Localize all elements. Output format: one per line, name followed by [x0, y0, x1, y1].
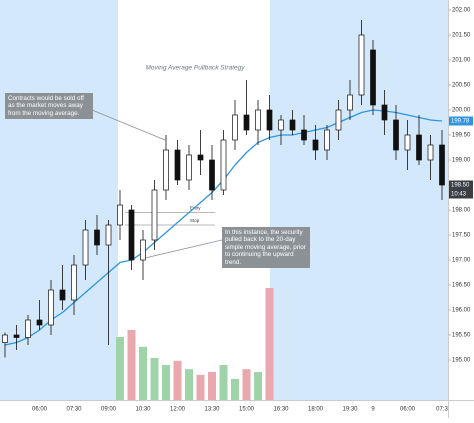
volume-bar [116, 337, 124, 400]
candle-body [232, 114, 238, 141]
y-tick-label: 200.50 [452, 83, 471, 89]
y-tick-label: 199.50 [452, 133, 471, 139]
candle-body [416, 134, 422, 161]
candle-body [347, 94, 353, 111]
candle-body [197, 154, 204, 161]
x-tick-label: 16:30 [273, 407, 289, 413]
candle-body [174, 149, 181, 181]
volume-bar [196, 374, 205, 400]
price-label: 198.50 [451, 183, 470, 189]
candle-body [36, 319, 43, 326]
chart-title: Moving Average Pullback Strategy [146, 65, 246, 72]
x-tick-label: 06:00 [32, 407, 48, 413]
candle-body [278, 119, 284, 131]
candle-body [266, 109, 273, 131]
y-tick-label: 195.00 [452, 358, 471, 364]
y-tick-label: 201.50 [452, 33, 471, 39]
candle-body [105, 224, 112, 246]
y-tick-label: 200.00 [452, 108, 471, 114]
x-tick-label: 07:30 [66, 407, 82, 413]
price-label: 199.78 [451, 119, 470, 125]
candle-body [209, 159, 215, 191]
x-tick-label: 13:30 [204, 407, 220, 413]
candle-body [289, 119, 296, 131]
volume-bar [265, 288, 274, 400]
price-label-box [449, 116, 473, 126]
candle-body [25, 319, 31, 338]
x-tick-label: 18:00 [308, 407, 324, 413]
candle-body [186, 154, 192, 181]
volume-bar [219, 365, 228, 400]
y-tick-label: 195.50 [452, 333, 471, 339]
y-tick-label: 199.00 [452, 158, 471, 164]
volume-bar [162, 365, 170, 400]
volume-bar [150, 358, 159, 400]
candle-body [59, 289, 66, 301]
level-label: Entry [190, 206, 201, 211]
y-tick-label: 201.00 [452, 58, 471, 64]
candle-body [243, 114, 250, 131]
candle-body [82, 229, 89, 266]
candle-body [163, 149, 169, 191]
x-tick-label: 9 [371, 407, 375, 413]
volume-bar [231, 379, 239, 400]
annotation-box: In this instance, the security pulled ba… [222, 227, 310, 269]
annotation-pointer [144, 239, 223, 259]
volume-bar [173, 360, 182, 400]
volume-bar [185, 369, 193, 400]
candle-body [255, 109, 261, 131]
candle-body [358, 34, 365, 96]
countdown: 10:43 [451, 192, 467, 198]
x-tick-label: 10:30 [135, 407, 151, 413]
level-label: Stop [190, 218, 200, 223]
x-tick-label: 07:3 [436, 407, 448, 413]
candle-body [427, 144, 434, 161]
volume-bar [139, 346, 147, 400]
x-tick-label: 09:00 [101, 407, 117, 413]
session-shade [0, 0, 118, 400]
candle-body [312, 139, 319, 151]
y-tick-label: 202.00 [452, 8, 471, 14]
volume-bar [242, 369, 251, 400]
y-tick-label: 196.50 [452, 283, 471, 289]
candle-body [140, 239, 146, 261]
candle-body [439, 144, 445, 186]
annotation-pointer [91, 109, 166, 141]
candle-body [370, 49, 376, 106]
volume-bar [208, 372, 216, 400]
candle-body [94, 229, 100, 246]
x-tick-label: 12:00 [170, 407, 186, 413]
y-tick-label: 196.00 [452, 308, 471, 314]
x-tick-label: 15:00 [239, 407, 255, 413]
y-tick-label: 197.00 [452, 258, 471, 264]
candle-body [151, 189, 158, 241]
candle-body [128, 209, 135, 261]
candle-body [220, 139, 227, 191]
candle-body [2, 334, 8, 343]
candle-body [393, 119, 399, 151]
candle-body [301, 129, 307, 141]
candle-body [335, 109, 342, 131]
y-tick-label: 197.50 [452, 233, 471, 239]
countdown-box [449, 189, 473, 199]
candle-body [324, 129, 330, 151]
y-tick-label: 198.00 [452, 208, 471, 214]
candle-body [404, 134, 411, 151]
x-tick-label: 06:00 [400, 407, 416, 413]
volume-bar [127, 330, 136, 400]
candle-body [13, 334, 20, 338]
candle-body [381, 104, 388, 121]
x-tick-label: 19:30 [342, 407, 358, 413]
candle-body [117, 204, 123, 226]
candle-body [48, 289, 54, 326]
annotation-box: Contracts would be sold off as the marke… [5, 93, 93, 120]
volume-bar [254, 372, 262, 400]
candle-body [71, 264, 77, 301]
price-label-box [449, 180, 473, 190]
